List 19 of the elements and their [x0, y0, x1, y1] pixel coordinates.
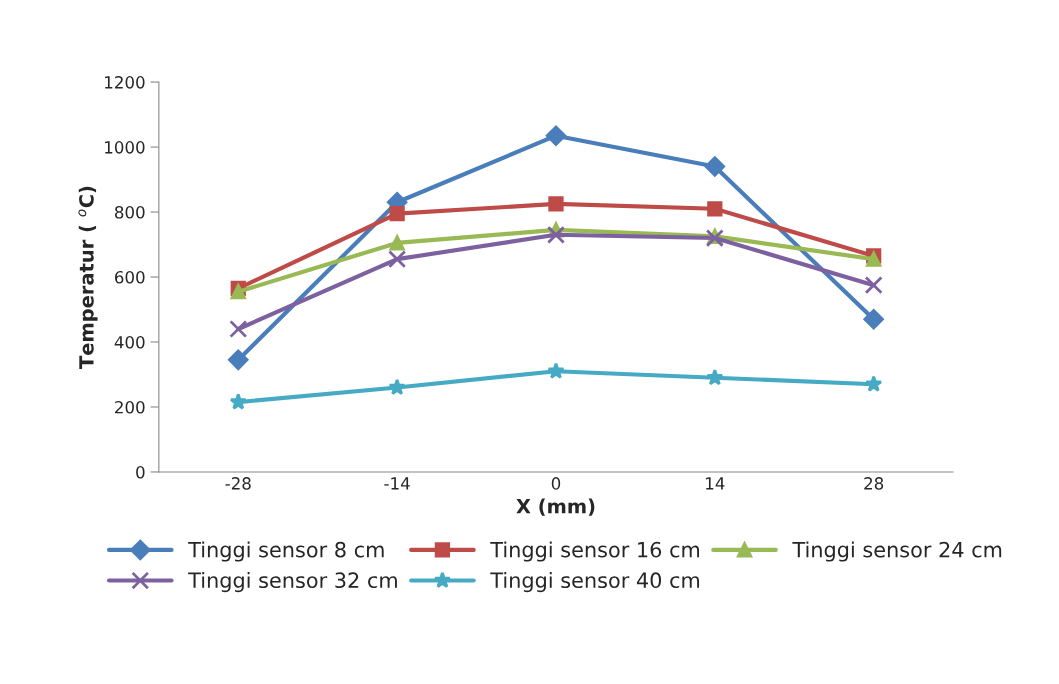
y-tick-label: 800: [114, 206, 145, 219]
y-tick-label: 200: [115, 400, 145, 414]
y-tick-label: 0: [136, 465, 145, 479]
legend-label: Tinggi sensor 16 cm: [490, 541, 700, 562]
x-tick-label: -28: [225, 477, 251, 490]
y-tick-label: 1000: [105, 141, 145, 154]
legend-label: Tinggi sensor 32 cm: [188, 571, 397, 593]
legend-label: Tinggi sensor 8 cm: [188, 541, 384, 562]
x-tick-label: -14: [384, 477, 410, 490]
x-tick-label: 28: [864, 477, 884, 490]
y-tick-label: 1200: [105, 76, 145, 89]
x-axis-title: X (mm): [516, 498, 595, 516]
legend-label: Tinggi sensor 24 cm: [792, 541, 1002, 562]
y-axis-title: Temperatur ( $^{o}$C): [78, 186, 98, 369]
x-tick-label: 0: [551, 477, 561, 490]
y-tick-label: 400: [114, 335, 145, 349]
y-tick-label: 600: [115, 270, 145, 284]
legend-label: Tinggi sensor 40 cm: [490, 571, 700, 593]
x-tick-label: 14: [706, 477, 725, 490]
